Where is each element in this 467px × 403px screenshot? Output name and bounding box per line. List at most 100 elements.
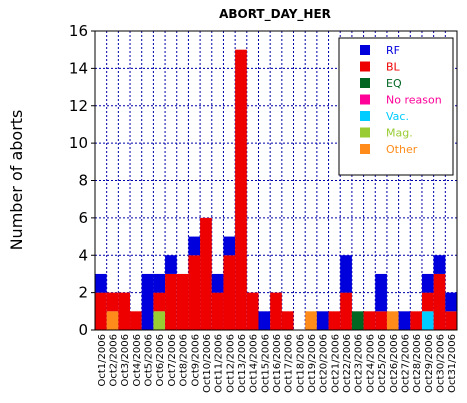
y-tick-label: 6 <box>78 209 88 227</box>
x-tick-label: Oct9/2006 <box>190 334 201 386</box>
x-tick-label: Oct29/2006 <box>424 334 435 393</box>
bar-segment-bl <box>340 292 352 330</box>
y-axis-label: Number of aborts <box>7 110 26 251</box>
x-tick-label: Oct30/2006 <box>435 334 446 393</box>
bar-segment-other <box>106 311 119 330</box>
x-tick-label: Oct8/2006 <box>179 334 190 386</box>
bar-segment-rf <box>165 255 177 274</box>
x-tick-label: Oct1/2006 <box>97 334 108 386</box>
legend-swatch <box>360 78 370 88</box>
bar-segment-bl <box>211 292 224 330</box>
bar-segment-rf <box>316 311 329 330</box>
bar-segment-mag <box>153 311 166 330</box>
bar-segment-bl <box>281 311 294 330</box>
bar-segment-rf <box>433 255 446 274</box>
y-tick-label: 16 <box>69 22 88 40</box>
y-tick-label: 4 <box>78 246 88 264</box>
y-axis-ticks: 0 2 4 6 8 10 12 14 16 <box>69 22 95 339</box>
y-tick-label: 2 <box>78 284 88 302</box>
legend-label: BL <box>386 61 401 74</box>
bar-segment-bl <box>421 292 434 312</box>
x-tick-label: Oct19/2006 <box>307 334 318 393</box>
legend-label: EQ <box>386 77 402 90</box>
x-tick-label: Oct25/2006 <box>377 334 388 393</box>
bar-segment-other <box>305 311 317 330</box>
x-tick-label: Oct18/2006 <box>295 334 306 393</box>
legend-swatch <box>360 144 370 154</box>
bar-segment-vac <box>421 311 434 330</box>
bar-segment-rf <box>258 311 271 330</box>
legend-box <box>338 37 454 176</box>
bar-segment-bl <box>106 292 119 312</box>
y-tick-label: 12 <box>69 97 88 115</box>
x-tick-label: Oct11/2006 <box>214 334 225 393</box>
bars-group <box>95 49 457 330</box>
legend-swatch <box>360 45 370 55</box>
legend-label: Mag. <box>386 127 413 140</box>
legend-swatch <box>360 127 370 138</box>
bar-segment-bl <box>153 292 166 312</box>
bar-segment-rf <box>375 273 387 312</box>
bar-segment-bl <box>445 311 457 330</box>
bar-segment-bl <box>375 311 387 330</box>
legend-swatch <box>360 94 370 105</box>
bar-segment-bl <box>223 255 236 330</box>
x-axis-ticks: Oct1/2006 Oct2/2006 Oct3/2006 Oct4/2006 Oct5… <box>97 334 458 393</box>
x-tick-label: Oct6/2006 <box>155 334 166 386</box>
x-tick-label: Oct20/2006 <box>319 334 330 393</box>
bar-segment-rf <box>398 311 411 330</box>
bar-segment-bl <box>130 311 142 330</box>
bar-segment-bl <box>200 217 212 330</box>
bar-segment-bl <box>235 49 247 330</box>
x-tick-label: Oct2/2006 <box>109 334 120 386</box>
bar-segment-eq <box>351 311 364 330</box>
bar-segment-rf <box>141 273 154 330</box>
x-tick-label: Oct17/2006 <box>284 334 295 393</box>
legend-label: Vac. <box>386 110 409 123</box>
x-tick-label: Oct31/2006 <box>447 334 458 393</box>
x-tick-label: Oct22/2006 <box>342 334 353 393</box>
bar-segment-rf <box>188 236 201 256</box>
bar-segment-bl <box>270 292 282 330</box>
x-tick-label: Oct12/2006 <box>225 334 236 393</box>
x-tick-label: Oct26/2006 <box>389 334 400 393</box>
bar-segment-rf <box>445 292 457 312</box>
chart-title: ABORT_DAY_HER <box>219 7 331 22</box>
legend-swatch <box>360 111 370 121</box>
bar-segment-bl <box>95 292 107 330</box>
legend-label: No reason <box>386 94 442 107</box>
legend: RF BL EQ No reason Vac. Mag. Other <box>338 37 454 176</box>
x-tick-label: Oct10/2006 <box>202 334 213 393</box>
x-tick-label: Oct4/2006 <box>132 334 143 386</box>
bar-segment-bl <box>188 255 201 330</box>
bar-segment-bl <box>118 292 131 330</box>
x-tick-label: Oct28/2006 <box>412 334 423 393</box>
bar-segment-rf <box>340 255 352 293</box>
bar-segment-bl <box>328 311 341 330</box>
legend-swatch <box>360 61 370 72</box>
y-tick-label: 14 <box>69 59 88 77</box>
bar-segment-rf <box>95 273 107 293</box>
bar-segment-rf <box>211 273 224 293</box>
bar-segment-other <box>386 311 399 330</box>
bar-segment-bl <box>165 273 177 330</box>
bar-segment-bl <box>246 292 259 330</box>
x-tick-label: Oct13/2006 <box>237 334 248 393</box>
bar-segment-bl <box>433 273 446 330</box>
y-tick-label: 0 <box>78 321 88 339</box>
bar-segment-rf <box>421 273 434 293</box>
legend-label: RF <box>386 44 400 57</box>
bar-segment-rf <box>153 273 166 293</box>
x-tick-label: Oct24/2006 <box>365 334 376 393</box>
bar-segment-rf <box>223 236 236 256</box>
x-tick-label: Oct3/2006 <box>120 334 131 386</box>
x-tick-label: Oct15/2006 <box>260 334 271 393</box>
x-tick-label: Oct7/2006 <box>167 334 178 386</box>
bar-segment-bl <box>363 311 376 330</box>
x-tick-label: Oct27/2006 <box>400 334 411 393</box>
y-tick-label: 8 <box>78 172 88 190</box>
y-tick-label: 10 <box>69 134 88 152</box>
legend-label: Other <box>386 143 418 156</box>
x-tick-label: Oct21/2006 <box>330 334 341 393</box>
